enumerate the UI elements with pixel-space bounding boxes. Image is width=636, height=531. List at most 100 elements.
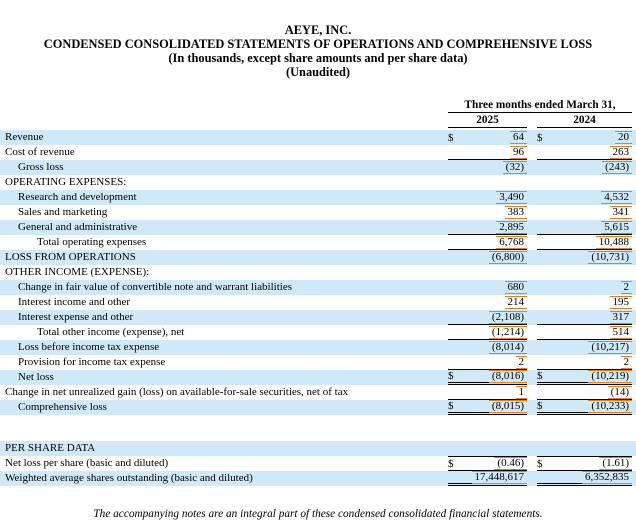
period-header-spacer — [0, 98, 448, 113]
right-pad — [632, 205, 636, 220]
right-pad — [632, 280, 636, 295]
right-pad — [632, 190, 636, 205]
value-cell-2025: 96 — [448, 145, 527, 160]
column-gap — [527, 400, 537, 415]
value-cell-2024: 341 — [537, 205, 632, 220]
value-cell-2025 — [448, 175, 527, 190]
row-label: PER SHARE DATA — [5, 442, 96, 454]
statement-rows: Revenue $64 $20 Cost of revenue 96 263 Gross l… — [0, 130, 636, 486]
right-pad — [632, 355, 636, 370]
right-pad — [632, 295, 636, 310]
fact-value: 195 — [609, 296, 632, 309]
value-cell-2025: $ (8,015) — [448, 399, 527, 415]
year-header-spacer — [0, 113, 448, 128]
year-header-row: 2025 2024 — [0, 113, 636, 128]
company-name: AEYE, INC. — [284, 23, 352, 37]
value-cell-2024: 317 — [537, 310, 632, 325]
value-cell-2024: 6,352,835 — [537, 470, 632, 486]
row-label: OTHER INCOME (EXPENSE): — [5, 266, 150, 278]
column-gap — [527, 235, 537, 250]
row-label: Net loss per share (basic and diluted) — [5, 457, 169, 469]
fact-value: 214 — [504, 296, 527, 309]
dollar-sign: $ — [448, 131, 454, 144]
right-pad — [632, 145, 636, 160]
value-cell-2024: 2 — [537, 280, 632, 295]
dollar-sign: $ — [537, 370, 543, 382]
table-row: Loss before income tax expense (8,014) (10… — [0, 340, 636, 355]
column-gap — [527, 250, 537, 265]
row-label: Sales and marketing — [18, 206, 108, 218]
value-cell-2025: (32) — [448, 160, 527, 175]
statement-title: CONDENSED CONSOLIDATED STATEMENTS OF OPE… — [43, 37, 593, 51]
value-cell-2025 — [448, 265, 527, 280]
right-pad — [632, 340, 636, 355]
column-gap — [527, 190, 537, 205]
column-gap — [527, 370, 537, 385]
value-cell-2024: 195 — [537, 295, 632, 310]
value-cell-2024: 263 — [537, 145, 632, 160]
fact-value: 17,448,617 — [471, 470, 527, 484]
right-pad — [632, 130, 636, 145]
dollar-sign: $ — [537, 131, 543, 144]
fact-value: 263 — [609, 145, 632, 159]
fact-value: 341 — [609, 206, 632, 219]
row-label: Total operating expenses — [37, 236, 147, 248]
column-header-2025: 2025 — [448, 113, 527, 128]
column-gap — [527, 175, 537, 190]
value-cell-2025: 6,768 — [448, 235, 527, 250]
column-gap — [527, 295, 537, 310]
table-row: Change in fair value of convertible note… — [0, 280, 636, 295]
value-cell-2024: $ (10,219) — [537, 369, 632, 385]
column-gap — [527, 441, 537, 456]
value-cell-2025: (6,800) — [448, 250, 527, 265]
column-gap — [527, 160, 537, 175]
fact-value: (32) — [502, 161, 527, 174]
table-row: OPERATING EXPENSES: — [0, 175, 636, 190]
period-header-row: Three months ended March 31, — [0, 98, 636, 113]
table-row: General and administrative 2,895 5,615 — [0, 220, 636, 235]
table-row: Provision for income tax expense 2 2 — [0, 355, 636, 370]
value-cell-2025: 1 — [448, 385, 527, 400]
right-pad — [632, 160, 636, 175]
column-gap — [527, 280, 537, 295]
column-gap — [527, 340, 537, 355]
table-row: Net loss $ (8,016) $ (10,219) — [0, 369, 636, 385]
fact-value: 10,488 — [595, 235, 632, 249]
fact-value: (10,219) — [588, 369, 632, 383]
fact-value: (10,233) — [588, 399, 632, 413]
table-row: Net loss per share (basic and diluted) $ (… — [0, 456, 636, 471]
value-cell-2024: $20 — [537, 130, 632, 145]
value-cell-2025: $ (8,016) — [448, 369, 527, 385]
fact-value: 680 — [504, 281, 527, 294]
value-cell-2024: 4,532 — [537, 190, 632, 205]
fact-value: 6,768 — [496, 235, 527, 249]
table-row: Interest expense and other (2,108) 317 — [0, 310, 636, 325]
fact-value: 3,490 — [496, 191, 527, 204]
value-cell-2024: $ (10,233) — [537, 399, 632, 415]
table-row: Cost of revenue 96 263 — [0, 145, 636, 160]
fact-value: 5,615 — [601, 220, 632, 234]
row-label: Revenue — [5, 131, 44, 143]
fact-value: 1 — [515, 385, 527, 399]
row-label: Change in net unrealized gain (loss) on … — [5, 386, 349, 398]
table-row: LOSS FROM OPERATIONS (6,800) (10,731) — [0, 250, 636, 265]
row-label: Cost of revenue — [5, 146, 75, 158]
spacer-row — [0, 415, 636, 441]
right-pad — [632, 265, 636, 280]
table-row: Change in net unrealized gain (loss) on … — [0, 385, 636, 400]
table-row: Interest income and other 214 195 — [0, 295, 636, 310]
row-label: Net loss — [18, 371, 54, 383]
value-cell-2025: $64 — [448, 130, 527, 145]
value-cell-2025: 383 — [448, 205, 527, 220]
value-cell-2025 — [448, 441, 527, 456]
row-label: Loss before income tax expense — [18, 341, 160, 353]
value-cell-2024: $ (1.61) — [537, 456, 632, 471]
value-cell-2024: (243) — [537, 160, 632, 175]
right-pad — [632, 235, 636, 250]
fact-value: 514 — [609, 325, 632, 339]
value-cell-2025: 2 — [448, 355, 527, 370]
column-gap — [527, 265, 537, 280]
value-cell-2024 — [537, 441, 632, 456]
table-row: Gross loss (32) (243) — [0, 160, 636, 175]
fact-value: (8,015) — [488, 399, 527, 413]
